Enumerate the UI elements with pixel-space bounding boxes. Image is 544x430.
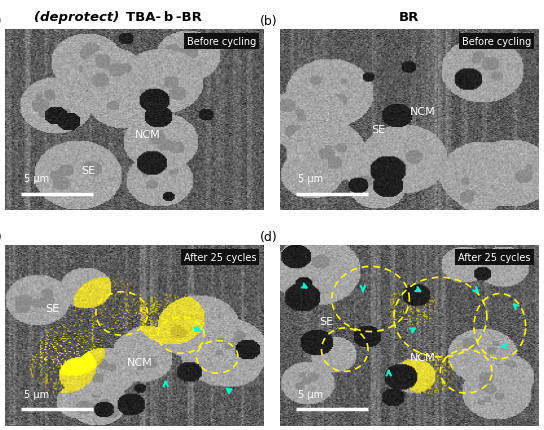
Text: NCM: NCM [410, 352, 435, 362]
Text: Before cycling: Before cycling [461, 37, 531, 47]
Text: SE: SE [372, 124, 385, 135]
Text: SE: SE [45, 303, 59, 313]
Text: (b): (b) [260, 15, 277, 28]
Text: SE: SE [320, 316, 333, 326]
Text: After 25 cycles: After 25 cycles [458, 252, 531, 262]
Text: NCM: NCM [127, 357, 153, 368]
Text: 5 μm: 5 μm [298, 389, 323, 399]
Text: 5 μm: 5 μm [298, 174, 323, 184]
Text: (c): (c) [0, 230, 3, 243]
Text: (a): (a) [0, 15, 3, 28]
Text: Before cycling: Before cycling [187, 37, 256, 47]
Text: BR: BR [399, 11, 419, 24]
Text: (d): (d) [259, 230, 277, 243]
Text: TBA- b -BR: TBA- b -BR [126, 11, 202, 24]
Text: 5 μm: 5 μm [23, 174, 48, 184]
Text: SE: SE [81, 166, 95, 176]
Text: After 25 cycles: After 25 cycles [183, 252, 256, 262]
Text: 5 μm: 5 μm [23, 389, 48, 399]
Text: (deprotect): (deprotect) [34, 11, 124, 24]
Text: NCM: NCM [410, 106, 435, 117]
Text: NCM: NCM [135, 130, 160, 140]
